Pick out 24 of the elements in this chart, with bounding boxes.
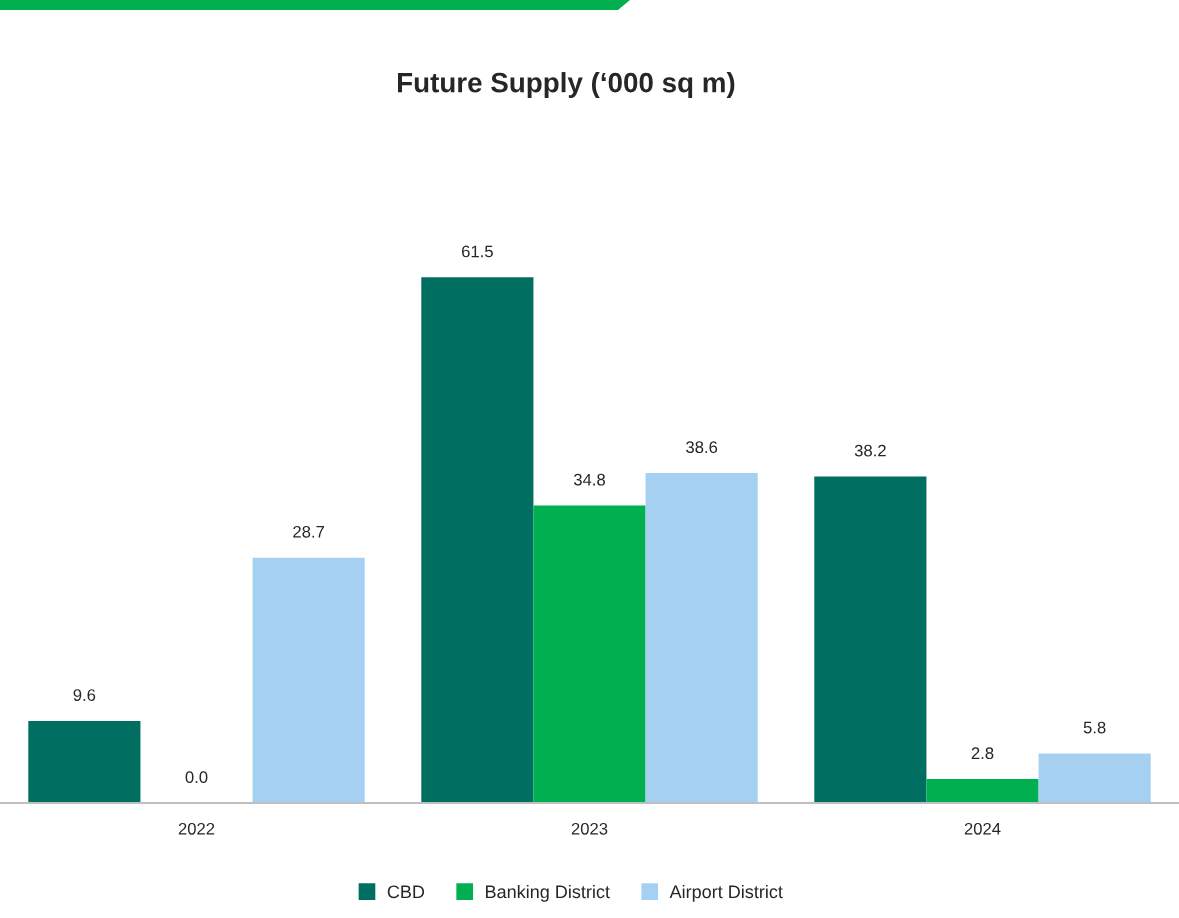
- x-tick-label: 2023: [571, 822, 608, 835]
- data-label: 0.0: [185, 771, 208, 784]
- bar: [533, 505, 646, 803]
- data-label: 9.6: [73, 689, 96, 701]
- data-label: 38.2: [854, 444, 886, 457]
- legend-label: Banking District: [486, 884, 610, 902]
- data-label: 34.8: [573, 473, 605, 486]
- bar: [814, 476, 927, 803]
- chart-title: Future Supply (‘000 sq m): [398, 72, 735, 98]
- x-tick-label: 2024: [964, 822, 1001, 835]
- data-label: 2.8: [971, 747, 994, 760]
- bar: [421, 277, 534, 803]
- legend-label: Airport District: [669, 884, 783, 902]
- data-label: 28.7: [293, 525, 325, 538]
- bar: [252, 557, 365, 803]
- x-tick-label: 2022: [178, 822, 215, 835]
- bar: [926, 779, 1039, 803]
- bar: [1038, 753, 1151, 803]
- data-label: 61.5: [461, 245, 493, 258]
- bar: [645, 473, 758, 803]
- data-label: 5.8: [1083, 721, 1106, 734]
- data-label: 38.6: [686, 441, 718, 454]
- legend-label: CBD: [387, 885, 425, 899]
- bar: [28, 720, 141, 803]
